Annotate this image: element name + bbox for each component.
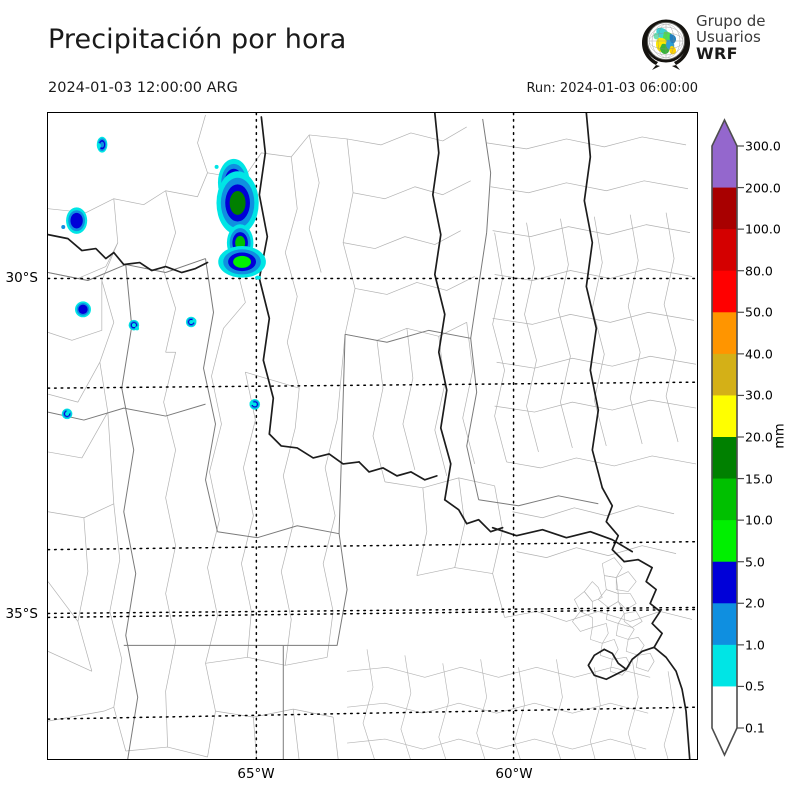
wrf-logo-text: Grupo de Usuarios WRF [696,12,766,63]
run-time-label: Run: 2024-01-03 06:00:00 [526,81,698,96]
wrf-logo: Grupo de Usuarios WRF [638,12,798,78]
gridline-lat-35s [48,706,697,720]
precip-cell-speck [135,326,140,331]
gridline-lat-33s [48,606,697,615]
gridline-lat-30s [48,381,697,389]
precip-cell-core [100,141,105,148]
colorbar-unit-label: mm [772,423,788,449]
colorbar-segment [712,270,737,313]
precip-cell-core [252,402,257,407]
colorbar-tick-label: 5.0 [745,554,765,570]
lon-label-65w: 65°W [237,766,275,782]
precip-cell-speck [249,401,254,406]
precip-cell-core [233,255,252,268]
department-boundaries [48,114,697,759]
colorbar-segment [712,146,737,189]
precip-cell-core [72,215,81,226]
colorbar-ticks [737,145,744,729]
lat-label-35s: 35°S [5,606,39,622]
colorbar-segments [712,120,737,755]
precip-cell-core [229,190,246,215]
gridline-lat-32-5s [48,540,697,551]
colorbar-segment [712,561,737,604]
lon-label-60w: 60°W [495,766,533,782]
country-boundaries-coastline [48,113,691,759]
colorbar-outline [711,118,738,757]
precip-cell-speck [61,225,66,229]
lat-label-30s: 30°S [5,270,39,286]
colorbar-segment [712,644,737,687]
colorbar-segment [712,686,737,729]
precip-cell-core [80,306,86,313]
colorbar-segment [712,520,737,563]
precip-cell-core [189,320,194,324]
colorbar-segment [712,353,737,396]
colorbar-tick-label: 80.0 [745,263,773,279]
precip-cell-speck [66,409,71,414]
colorbar-tick-label: 10.0 [745,512,773,528]
page-title: Precipitación por hora [48,24,347,55]
colorbar-tick-label: 0.1 [745,720,765,736]
graticule-gridlines [48,113,697,759]
colorbar-tick-label: 300.0 [745,138,781,154]
province-boundaries [48,118,599,759]
colorbar-tick-label: 40.0 [745,346,773,362]
colorbar-tick-label: 200.0 [745,180,781,196]
wrf-globe-emblem-icon [642,19,690,70]
colorbar-tick-label: 1.0 [745,637,765,653]
precip-cell-speck [254,275,261,280]
logo-line-1: Grupo de [696,12,766,30]
colorbar-tick-label: 0.5 [745,678,765,694]
colorbar[interactable]: 300.0 200.0 100.0 80.0 50.0 40.0 30.0 20.0 15.0 1… [706,112,798,760]
logo-line-3: WRF [696,43,738,63]
precipitation-map[interactable] [48,113,697,759]
precip-cell-core [131,323,136,328]
colorbar-segment [712,229,737,272]
colorbar-segment [712,437,737,480]
colorbar-segment [712,187,737,230]
colorbar-tick-label: 20.0 [745,429,773,445]
colorbar-tick-label: 2.0 [745,595,765,611]
colorbar-segment [712,312,737,355]
colorbar-tick-label: 15.0 [745,471,773,487]
colorbar-segment [712,395,737,438]
colorbar-tick-label: 100.0 [745,221,781,237]
colorbar-tick-label: 50.0 [745,304,773,320]
logo-line-2: Usuarios [696,27,761,46]
precipitation-field [61,136,266,420]
map-plot-area[interactable] [47,112,698,760]
precip-cell-speck [96,142,101,149]
colorbar-svg[interactable] [706,112,798,760]
colorbar-extend-top [712,120,737,146]
precip-cell-speck [192,318,197,323]
colorbar-segment [712,603,737,646]
precip-cell-speck [214,164,219,169]
colorbar-extend-bottom [712,728,737,755]
colorbar-segment [712,478,737,521]
valid-time-label: 2024-01-03 12:00:00 ARG [48,80,238,96]
colorbar-tick-label: 30.0 [745,387,773,403]
